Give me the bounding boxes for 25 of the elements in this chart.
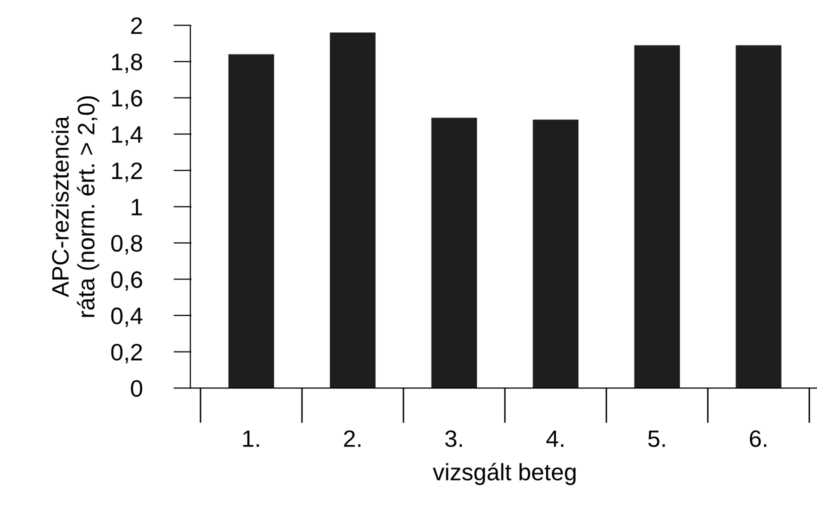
y-tick-label: 1,6 <box>112 90 142 110</box>
y-tick-label: 1,2 <box>112 162 142 182</box>
y-tick-label: 0,4 <box>111 308 142 328</box>
y-tick-label: 1 <box>132 198 142 216</box>
bar <box>634 45 680 388</box>
y-tick-label: 0,6 <box>111 271 142 291</box>
bar <box>330 32 376 388</box>
x-tick-label: 2. <box>344 430 360 447</box>
x-axis-title: vizsgált beteg <box>432 462 576 486</box>
y-tick-label: 0 <box>130 380 142 397</box>
y-tick-label: 1,8 <box>112 54 142 74</box>
bar <box>228 54 274 388</box>
bar <box>532 120 578 388</box>
x-tick-label: 5. <box>648 430 665 448</box>
x-tick-label: 4. <box>546 430 564 447</box>
y-axis-title: APC-rezisztencia ráta (norm. ért. > 2,0) <box>51 96 100 317</box>
bar <box>736 45 782 388</box>
y-tick-label: 1,4 <box>112 126 142 146</box>
x-tick-label: 6. <box>750 430 766 448</box>
bar <box>431 118 478 388</box>
x-tick-label: 3. <box>445 430 462 448</box>
y-tick-label: 0,8 <box>111 235 142 255</box>
y-tick-label: 2 <box>131 17 142 34</box>
y-tick-label: 0,2 <box>111 344 142 364</box>
x-tick-label: 1. <box>243 430 259 447</box>
